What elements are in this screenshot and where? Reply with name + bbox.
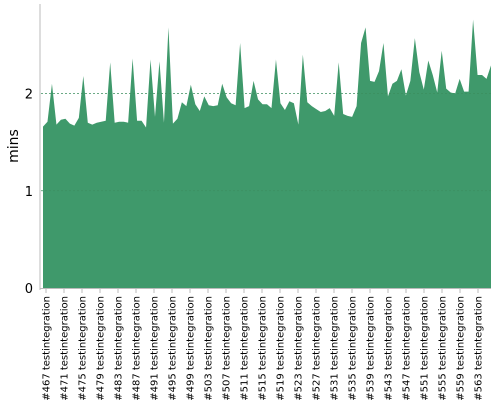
x-tick-label: #483 testintegration [114,296,125,400]
x-tick-label: #495 testintegration [168,296,179,400]
x-tick-label: #507 testintegration [222,296,233,400]
axes [39,4,491,293]
x-tick-label: #511 testintegration [240,296,251,400]
x-tick-label: #563 testintegration [474,296,485,400]
x-tick-label: #559 testintegration [456,296,467,400]
x-tick-label: #531 testintegration [330,296,341,400]
y-tick-label: 2 [25,88,33,103]
y-tick-label: 1 [25,185,33,200]
series-area [43,19,491,289]
x-tick-label: #499 testintegration [186,296,197,400]
x-tick-label: #515 testintegration [258,296,269,400]
x-tick-labels: #467 testintegration #471 testintegration… [42,296,485,401]
y-axis-label: mins [6,129,22,163]
x-tick-label: #555 testintegration [438,296,449,400]
x-tick-label: #527 testintegration [312,296,323,400]
x-tick-label: #491 testintegration [150,296,161,400]
x-tick-label: #543 testintegration [384,296,395,400]
x-tick-label: #475 testintegration [78,296,89,400]
y-tick-label: 0 [25,282,33,297]
x-tick-label: #523 testintegration [294,296,305,400]
x-tick-label: #471 testintegration [60,296,71,400]
x-tick-label: #487 testintegration [132,296,143,400]
y-tick-labels: 0 1 2 [25,88,33,297]
x-tick-label: #535 testintegration [348,296,359,400]
x-tick-label: #519 testintegration [276,296,287,400]
series-area-path [43,19,491,289]
x-tick-label: #503 testintegration [204,296,215,400]
x-tick-label: #467 testintegration [42,296,53,400]
x-tick-label: #479 testintegration [96,296,107,400]
x-tick-label: #547 testintegration [402,296,413,400]
x-tick-label: #551 testintegration [420,296,431,400]
x-tick-label: #539 testintegration [366,296,377,400]
